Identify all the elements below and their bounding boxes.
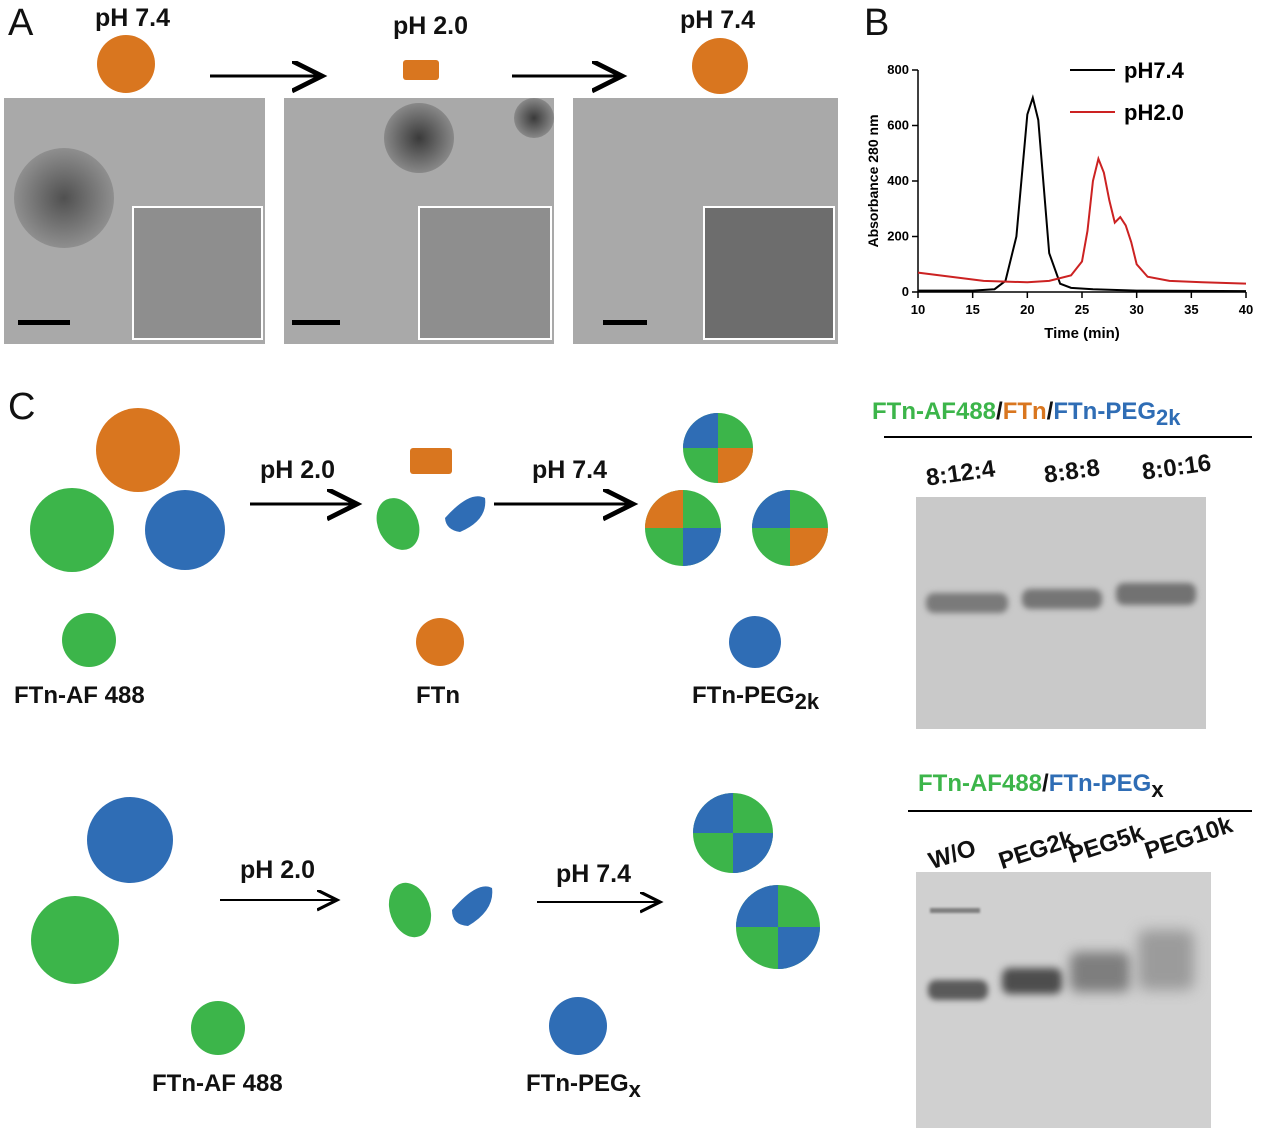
ftn-subunit-icon — [410, 448, 452, 474]
tem-micrograph-1 — [4, 98, 265, 344]
legend-ftn-icon — [416, 618, 464, 666]
micrograph-inset — [703, 206, 835, 340]
peg-subunit-icon — [445, 496, 486, 532]
gel1-title: FTn-AF488/FTn/FTn-PEG2k — [872, 398, 1181, 430]
scale-bar — [18, 320, 70, 325]
gel2-lane-1: W/O — [925, 834, 980, 876]
gel1-lane-2: 8:8:8 — [1042, 454, 1102, 489]
legend-peg-icon — [549, 997, 607, 1055]
legend-ftn: FTn — [416, 682, 460, 709]
ftn-peg-cage-icon — [87, 797, 173, 883]
ph-label-3: pH 7.4 — [680, 6, 756, 34]
y-tick-label: 0 — [902, 284, 909, 299]
arrow-label-ph7: pH 7.4 — [532, 456, 608, 484]
hybrid-cage-icon — [683, 413, 753, 483]
ftn-peg-cage-icon — [145, 490, 225, 570]
series-line-pH2.0 — [917, 155, 1247, 285]
af488-subunit-icon — [376, 498, 420, 550]
gel-band — [928, 980, 988, 1000]
legend-label: pH2.0 — [1124, 100, 1184, 125]
panel-c-schematic — [30, 408, 828, 1055]
arrow-label-ph2: pH 2.0 — [260, 456, 336, 484]
ph-label-1: pH 7.4 — [95, 4, 171, 32]
gel-band — [1070, 952, 1130, 992]
gel2-lane-3: PEG5k — [1065, 819, 1148, 870]
af488-subunit-icon — [388, 882, 432, 938]
legend-ftn-af488-bottom: FTn-AF 488 — [152, 1070, 283, 1097]
legend-peg-icon — [729, 616, 781, 668]
panel-a-schematic — [97, 35, 748, 94]
gel1-divider — [884, 436, 1252, 438]
gel2-title: FTn-AF488/FTn-PEGx — [918, 770, 1164, 802]
x-tick-label: 30 — [1129, 302, 1143, 317]
y-tick-label: 800 — [887, 62, 909, 77]
legend-af488-icon — [62, 613, 116, 667]
ftn-af488-cage-icon — [31, 896, 119, 984]
arrow-label-ph2-bottom: pH 2.0 — [240, 856, 316, 884]
series-line-pH7.4 — [918, 94, 1247, 293]
gel-band — [1138, 930, 1194, 990]
legend-af488-icon — [191, 1001, 245, 1055]
ph-label-2: pH 2.0 — [393, 12, 469, 40]
arrow-label-ph7-bottom: pH 7.4 — [556, 860, 632, 888]
x-tick-label: 25 — [1075, 302, 1089, 317]
y-tick-label: 400 — [887, 173, 909, 188]
y-tick-label: 600 — [887, 118, 909, 133]
legend-ftn-af488: FTn-AF 488 — [14, 682, 145, 709]
micrograph-inset — [132, 206, 263, 340]
ftn-af488-cage-icon — [30, 488, 114, 572]
x-tick-label: 40 — [1239, 302, 1253, 317]
x-tick-label: 20 — [1020, 302, 1034, 317]
gel2-lane-4: PEG10k — [1141, 811, 1236, 866]
hybrid-cage-icon — [645, 490, 721, 566]
gel2-lane-2: PEG2k — [995, 825, 1078, 876]
gel2-image — [916, 872, 1211, 1128]
x-axis-label: Time (min) — [1044, 325, 1120, 342]
scale-bar — [292, 320, 340, 325]
x-tick-label: 35 — [1184, 302, 1198, 317]
hybrid-cage-icon — [736, 885, 820, 969]
gel1-image — [916, 497, 1206, 729]
panel-label-c: C — [8, 386, 36, 428]
ferritin-subunit-icon — [403, 60, 439, 80]
ferritin-cage-icon — [692, 38, 748, 94]
gel-band — [930, 908, 980, 913]
panel-label-b: B — [864, 2, 890, 44]
gel-band — [926, 593, 1008, 613]
legend-ftn-pegx: FTn-PEGx — [526, 1070, 641, 1102]
gel-band — [1022, 589, 1102, 609]
gel-band — [1002, 968, 1062, 994]
y-axis-label: Absorbance 280 nm — [865, 114, 881, 247]
hybrid-cage-icon — [693, 793, 773, 873]
ftn-cage-icon — [96, 408, 180, 492]
peg-subunit-icon — [452, 886, 493, 926]
gel1-lane-1: 8:12:4 — [924, 455, 997, 492]
gel1-lane-3: 8:0:16 — [1140, 449, 1213, 486]
panel-label-a: A — [8, 2, 34, 44]
y-tick-label: 200 — [887, 229, 909, 244]
legend-label: pH7.4 — [1124, 58, 1185, 83]
scale-bar — [603, 320, 647, 325]
ferritin-cage-icon — [97, 35, 155, 93]
legend-ftn-peg2k: FTn-PEG2k — [692, 682, 820, 714]
micrograph-inset — [418, 206, 552, 340]
x-tick-label: 15 — [965, 302, 979, 317]
hybrid-cage-icon — [752, 490, 828, 566]
tem-micrograph-2 — [284, 98, 554, 344]
x-tick-label: 10 — [911, 302, 925, 317]
tem-micrograph-3 — [573, 98, 838, 344]
gel2-divider — [908, 810, 1252, 812]
gel-band — [1116, 583, 1196, 605]
